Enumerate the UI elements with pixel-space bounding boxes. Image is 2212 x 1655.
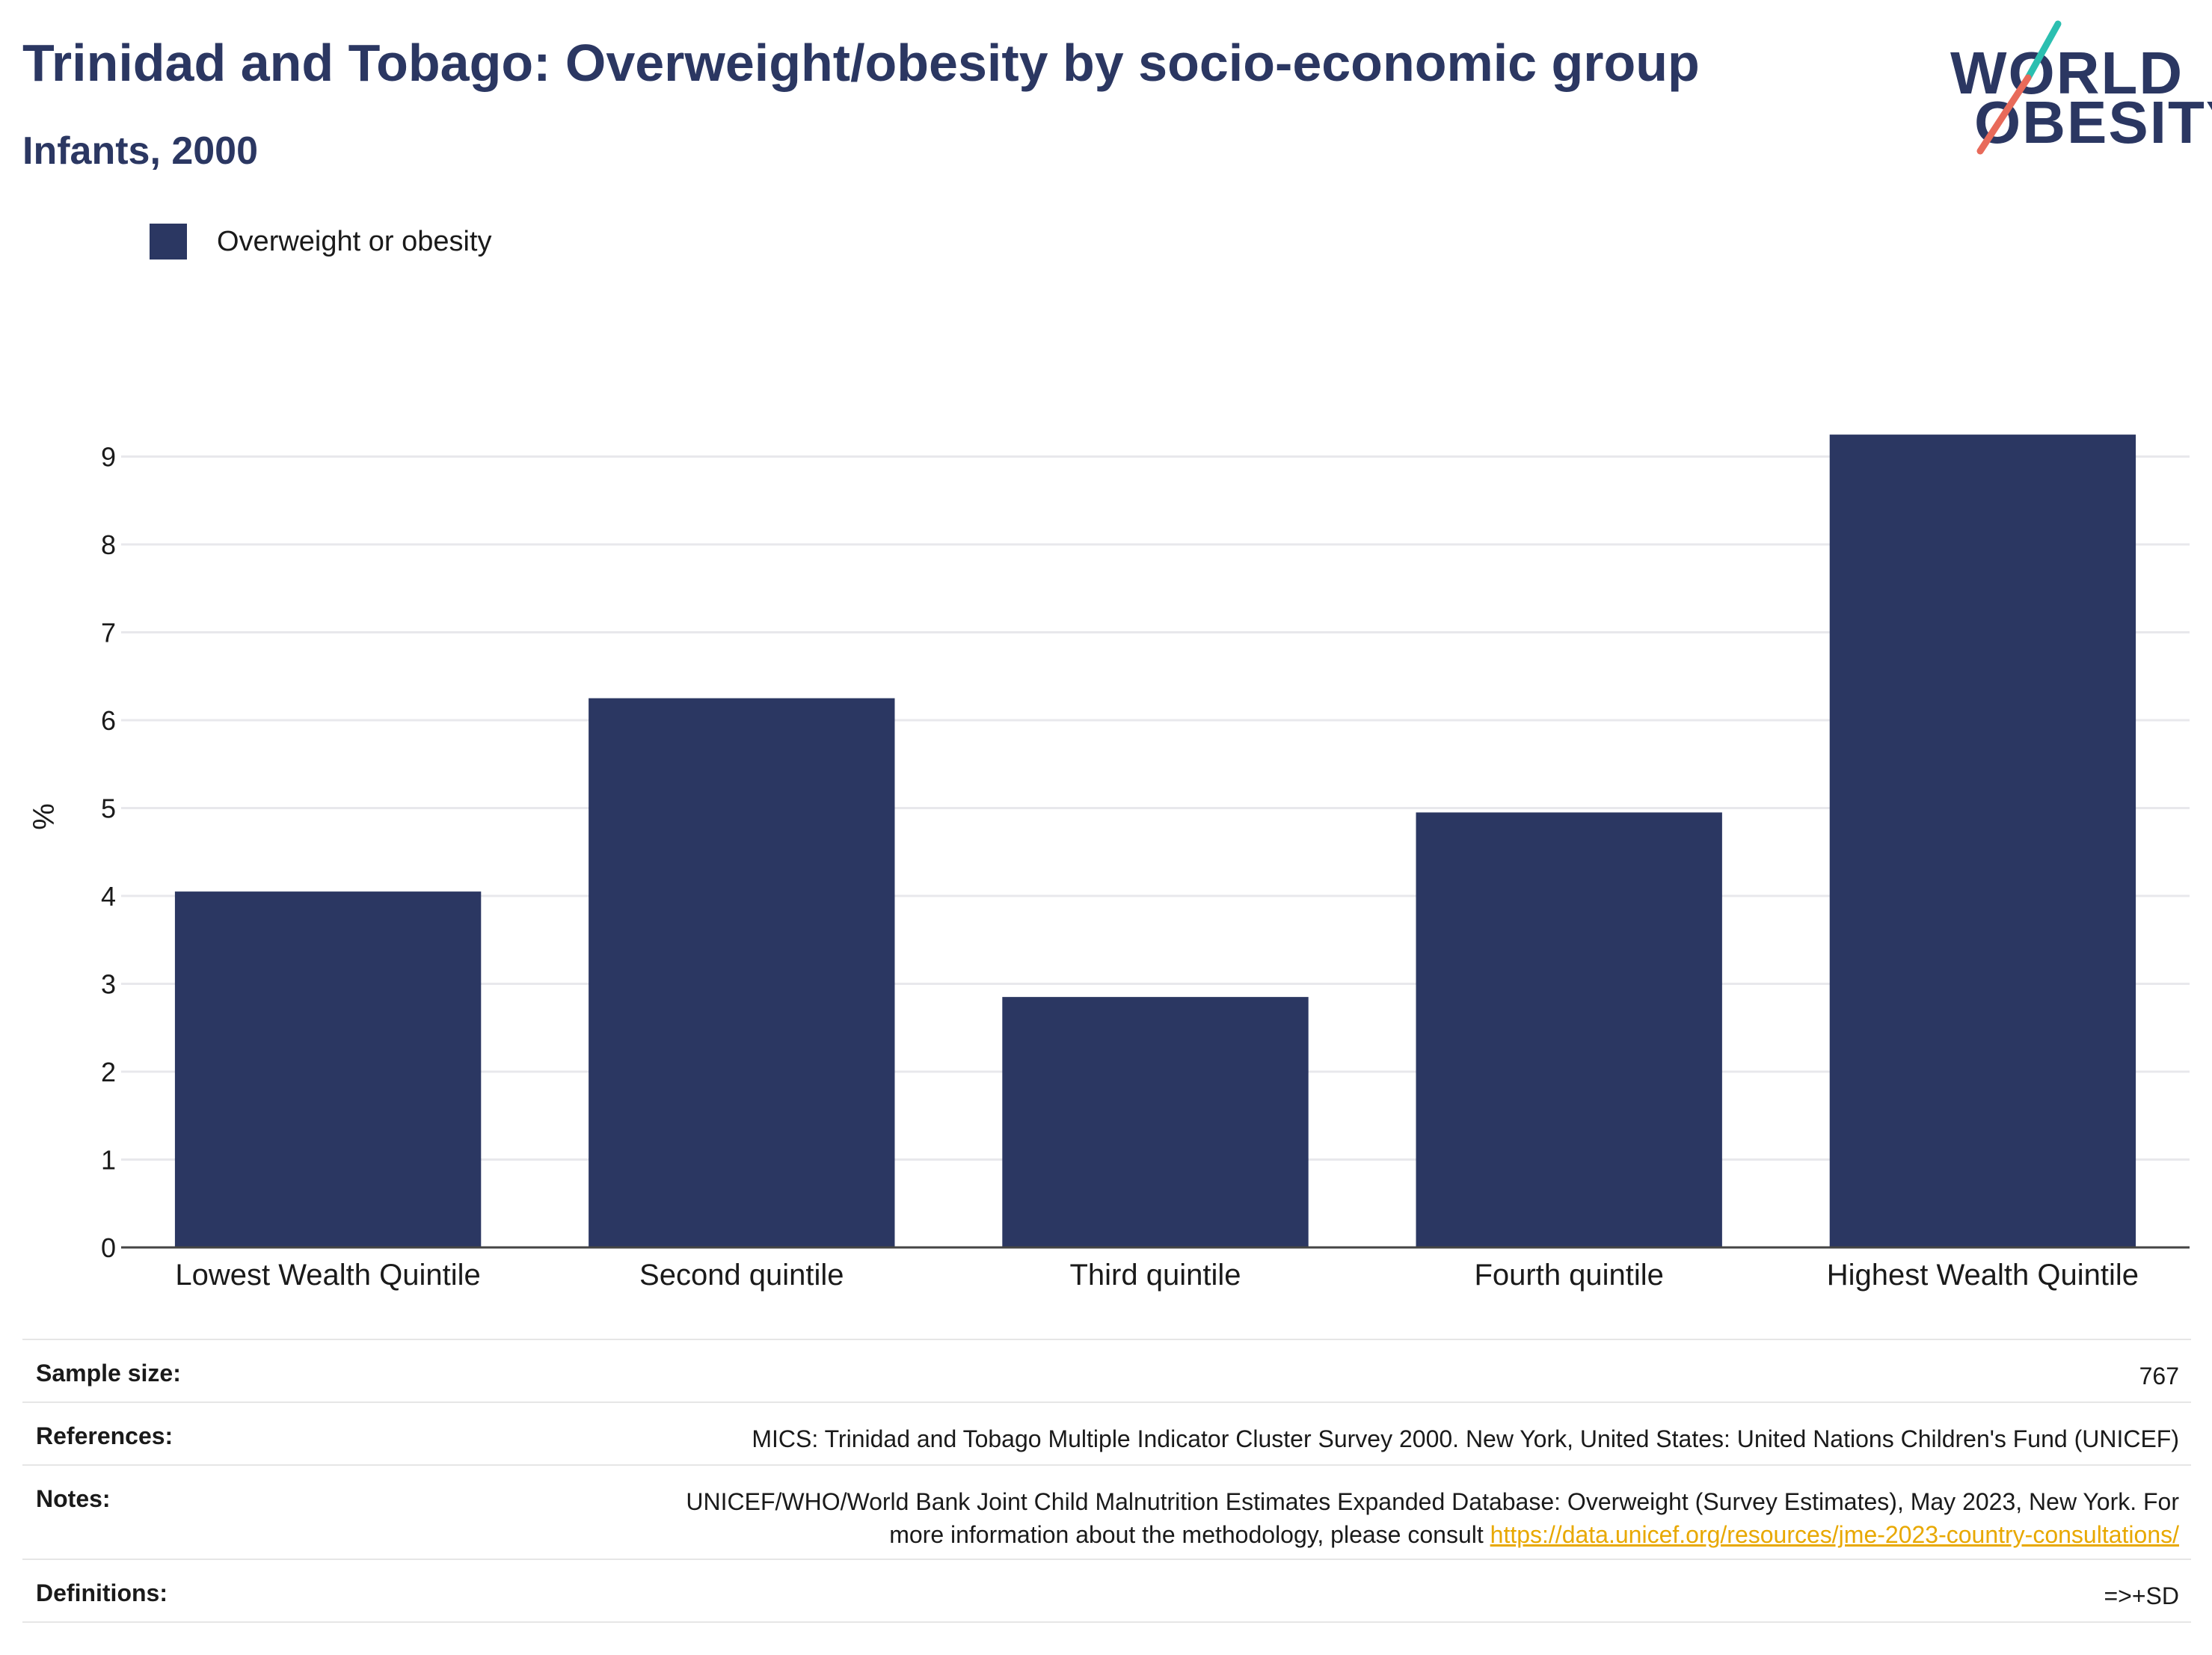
- bar[interactable]: [1416, 812, 1722, 1247]
- info-row-notes: Notes: UNICEF/WHO/World Bank Joint Child…: [22, 1464, 2191, 1559]
- bar[interactable]: [1829, 435, 2136, 1247]
- y-tick-label: 9: [101, 442, 116, 473]
- sample-size-label: Sample size:: [36, 1360, 181, 1387]
- chart-subtitle: Infants, 2000: [22, 129, 259, 173]
- y-tick-label: 4: [101, 881, 116, 912]
- legend-label: Overweight or obesity: [217, 225, 492, 257]
- notes-value-wrapper: UNICEF/WHO/World Bank Joint Child Malnut…: [646, 1485, 2179, 1551]
- x-tick-label: Second quintile: [639, 1259, 844, 1292]
- info-table: Sample size: 767 References: MICS: Trini…: [22, 1339, 2191, 1623]
- info-row-references: References: MICS: Trinidad and Tobago Mu…: [22, 1401, 2191, 1464]
- notes-link[interactable]: https://data.unicef.org/resources/jme-20…: [1490, 1521, 2179, 1548]
- notes-label: Notes:: [36, 1485, 111, 1512]
- y-tick-label: 6: [101, 705, 116, 736]
- references-label: References:: [36, 1422, 173, 1449]
- bars: [174, 435, 2136, 1247]
- y-tick-label: 8: [101, 529, 116, 560]
- y-axis-label: %: [28, 803, 61, 830]
- info-row-sample-size: Sample size: 767: [22, 1339, 2191, 1401]
- definitions-value: =>+SD: [2104, 1582, 2179, 1609]
- bar[interactable]: [174, 891, 482, 1247]
- x-tick-label: Lowest Wealth Quintile: [175, 1259, 480, 1292]
- x-tick-label: Fourth quintile: [1474, 1259, 1663, 1292]
- y-tick-label: 1: [101, 1145, 116, 1176]
- chart-legend: Overweight or obesity: [150, 223, 492, 260]
- bar[interactable]: [1002, 997, 1309, 1247]
- world-obesity-logo: WORLD OBESITY: [1950, 18, 2212, 160]
- logo-slash-icon: [1976, 20, 2062, 155]
- y-tick-label: 0: [101, 1232, 116, 1263]
- chart-title: Trinidad and Tobago: Overweight/obesity …: [22, 34, 1700, 92]
- x-tick-label: Highest Wealth Quintile: [1827, 1259, 2139, 1292]
- bar-chart: 0 1 2 3 4 5 6 7 8 9 Lowest Wealth Quintile Second …: [28, 435, 2190, 1292]
- legend-swatch: [150, 224, 187, 260]
- info-row-definitions: Definitions: =>+SD: [22, 1559, 2191, 1623]
- y-tick-labels: 0 1 2 3 4 5 6 7 8 9: [101, 442, 116, 1264]
- y-tick-label: 5: [101, 793, 116, 824]
- y-tick-label: 2: [101, 1057, 116, 1087]
- definitions-label: Definitions:: [36, 1579, 168, 1606]
- y-tick-label: 7: [101, 618, 116, 648]
- notes-value: UNICEF/WHO/World Bank Joint Child Malnut…: [686, 1488, 2179, 1548]
- references-value: MICS: Trinidad and Tobago Multiple Indic…: [752, 1425, 2179, 1452]
- x-tick-label: Third quintile: [1069, 1259, 1241, 1292]
- sample-size-value: 767: [2139, 1363, 2179, 1390]
- bar[interactable]: [589, 698, 895, 1247]
- x-tick-labels: Lowest Wealth Quintile Second quintile Thi…: [175, 1259, 2139, 1292]
- y-tick-label: 3: [101, 969, 116, 1000]
- logo-line-1: WORLD: [1950, 40, 2184, 106]
